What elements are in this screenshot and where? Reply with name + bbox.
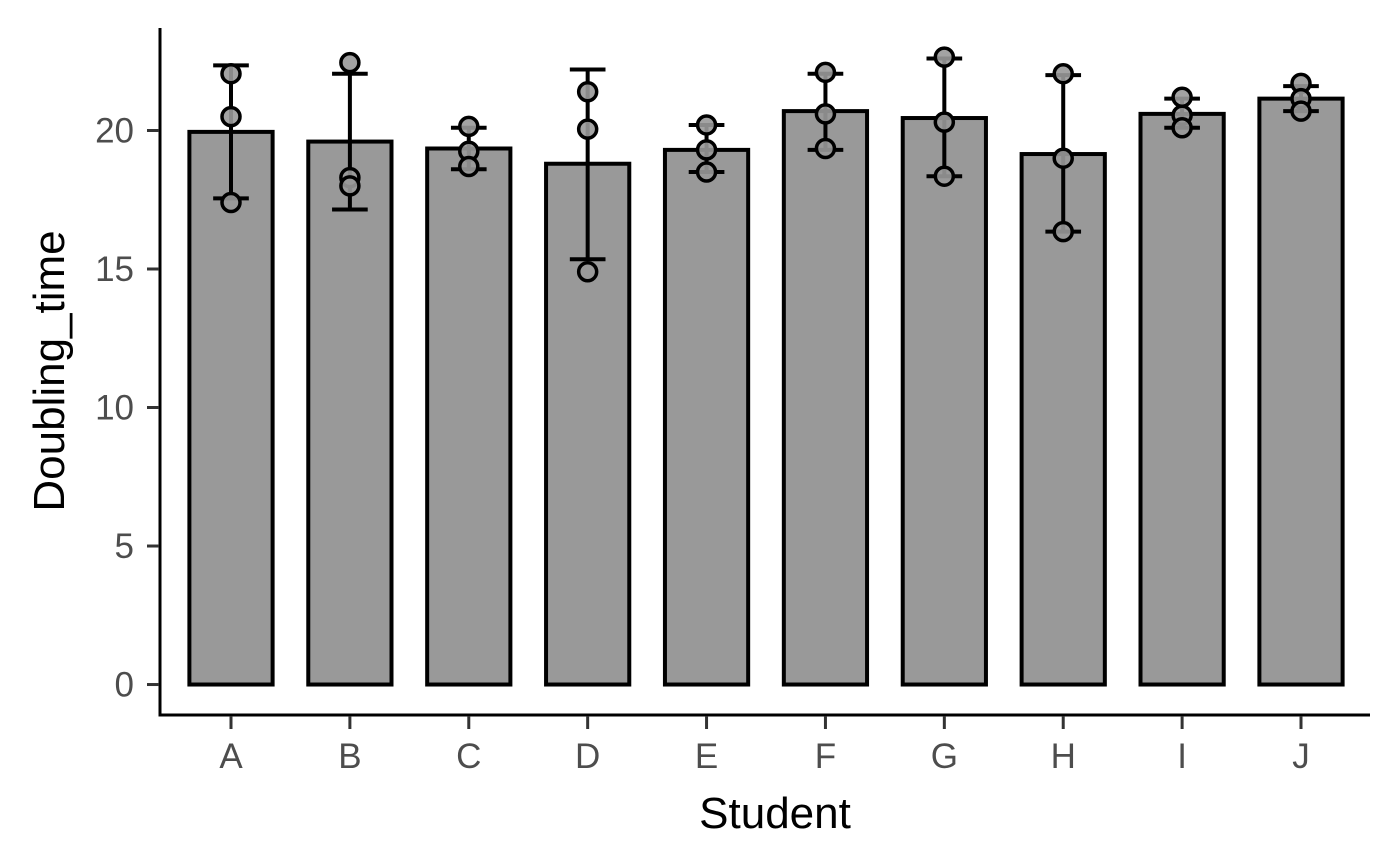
data-point-G-3 <box>933 165 956 187</box>
data-point-D-2 <box>576 118 599 140</box>
data-point-B-3 <box>339 175 361 197</box>
y-tick-label-20: 20 <box>95 111 134 150</box>
data-point-B-1 <box>339 51 361 74</box>
bar-G <box>900 116 988 687</box>
x-axis-ticks: A B C D E F G H I J <box>219 716 1310 776</box>
bar-A <box>187 129 275 687</box>
bars-layer <box>187 96 1345 687</box>
x-tick-label-F: F <box>815 737 836 776</box>
x-tick-label-D: D <box>575 737 600 776</box>
y-axis-title: Doubling_time <box>25 230 74 511</box>
bar-B <box>306 139 394 687</box>
data-point-C-1 <box>458 115 480 138</box>
data-point-F-1 <box>814 61 837 84</box>
data-point-H-2 <box>1052 147 1074 169</box>
bar-F <box>781 109 870 687</box>
x-tick-label-H: H <box>1051 737 1076 776</box>
data-point-F-3 <box>814 137 837 160</box>
x-axis-title: Student <box>699 789 851 838</box>
bar-E <box>662 147 751 687</box>
data-point-F-2 <box>814 103 837 125</box>
data-point-G-2 <box>933 111 956 133</box>
y-axis-ticks: 0 5 10 15 20 <box>95 111 159 705</box>
x-tick-label-J: J <box>1292 737 1310 776</box>
x-tick-label-C: C <box>456 737 481 776</box>
bar-J <box>1257 96 1345 687</box>
data-point-H-1 <box>1052 62 1074 85</box>
data-point-A-3 <box>220 191 242 214</box>
y-tick-label-0: 0 <box>115 666 134 705</box>
bar-C <box>425 146 513 687</box>
x-tick-label-E: E <box>695 737 718 776</box>
data-point-E-3 <box>695 161 718 183</box>
x-tick-label-I: I <box>1177 737 1187 776</box>
y-tick-label-5: 5 <box>115 527 134 566</box>
x-tick-label-B: B <box>338 737 361 776</box>
data-point-I-1 <box>1171 86 1193 109</box>
x-tick-label-G: G <box>931 737 958 776</box>
x-tick-label-A: A <box>219 737 243 776</box>
data-point-G-1 <box>933 46 956 68</box>
data-point-D-1 <box>576 80 599 103</box>
y-tick-label-15: 15 <box>95 250 134 289</box>
data-point-A-2 <box>220 105 242 128</box>
data-point-J-3 <box>1290 100 1312 122</box>
data-point-E-1 <box>695 114 718 136</box>
bar-H <box>1019 152 1107 687</box>
data-points-layer <box>220 46 1312 283</box>
data-point-I-3 <box>1171 116 1193 139</box>
y-tick-label-10: 10 <box>95 389 134 428</box>
data-point-C-3 <box>458 155 480 178</box>
data-point-H-3 <box>1052 220 1074 243</box>
data-point-A-1 <box>220 62 242 85</box>
bar-I <box>1138 111 1226 687</box>
data-point-D-3 <box>576 261 599 283</box>
data-point-E-2 <box>695 139 718 161</box>
